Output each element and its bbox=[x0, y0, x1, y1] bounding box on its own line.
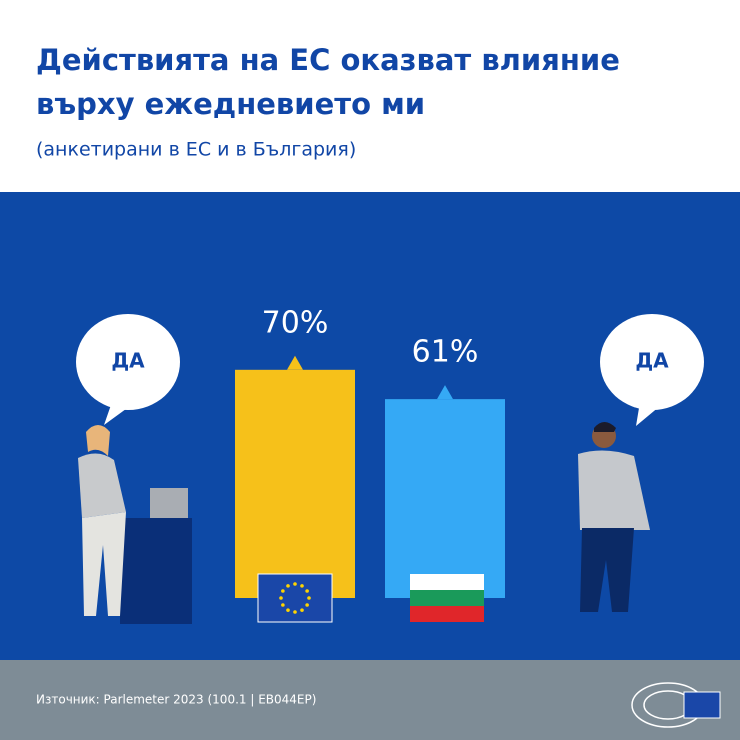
bar bbox=[235, 369, 355, 598]
eu-flag bbox=[257, 573, 333, 623]
star bbox=[293, 582, 297, 586]
subtitle: (анкетирани в ЕС и в България) bbox=[36, 139, 356, 161]
source: Източник: Parlemeter 2023 (100.1 | EB044… bbox=[36, 693, 316, 707]
header-bg bbox=[0, 0, 740, 192]
star bbox=[281, 603, 285, 607]
star bbox=[286, 608, 290, 612]
title-line: Действията на ЕС оказват влияние bbox=[36, 43, 620, 77]
bar bbox=[385, 399, 505, 598]
bar-pointer bbox=[437, 385, 453, 400]
star bbox=[305, 589, 309, 593]
bar-pointer bbox=[287, 355, 303, 370]
ep-logo bbox=[631, 682, 721, 728]
value-label: 70% bbox=[262, 305, 329, 340]
bg-flag bbox=[410, 574, 484, 622]
bubble-text: ДА bbox=[111, 349, 145, 373]
speech-bubble: ДА bbox=[600, 314, 704, 426]
person-left bbox=[78, 425, 192, 624]
star bbox=[300, 584, 304, 588]
value-label: 61% bbox=[412, 335, 479, 370]
star bbox=[281, 589, 285, 593]
star bbox=[286, 584, 290, 588]
star bbox=[279, 596, 283, 600]
title-line: върху ежедневието ми bbox=[36, 87, 425, 121]
person-right bbox=[578, 422, 650, 612]
star bbox=[300, 608, 304, 612]
speech-bubble: ДА bbox=[76, 314, 180, 425]
star bbox=[307, 596, 311, 600]
star bbox=[293, 610, 297, 614]
footer-bg bbox=[0, 660, 740, 740]
bubble-text: ДА bbox=[635, 349, 669, 373]
star bbox=[305, 603, 309, 607]
